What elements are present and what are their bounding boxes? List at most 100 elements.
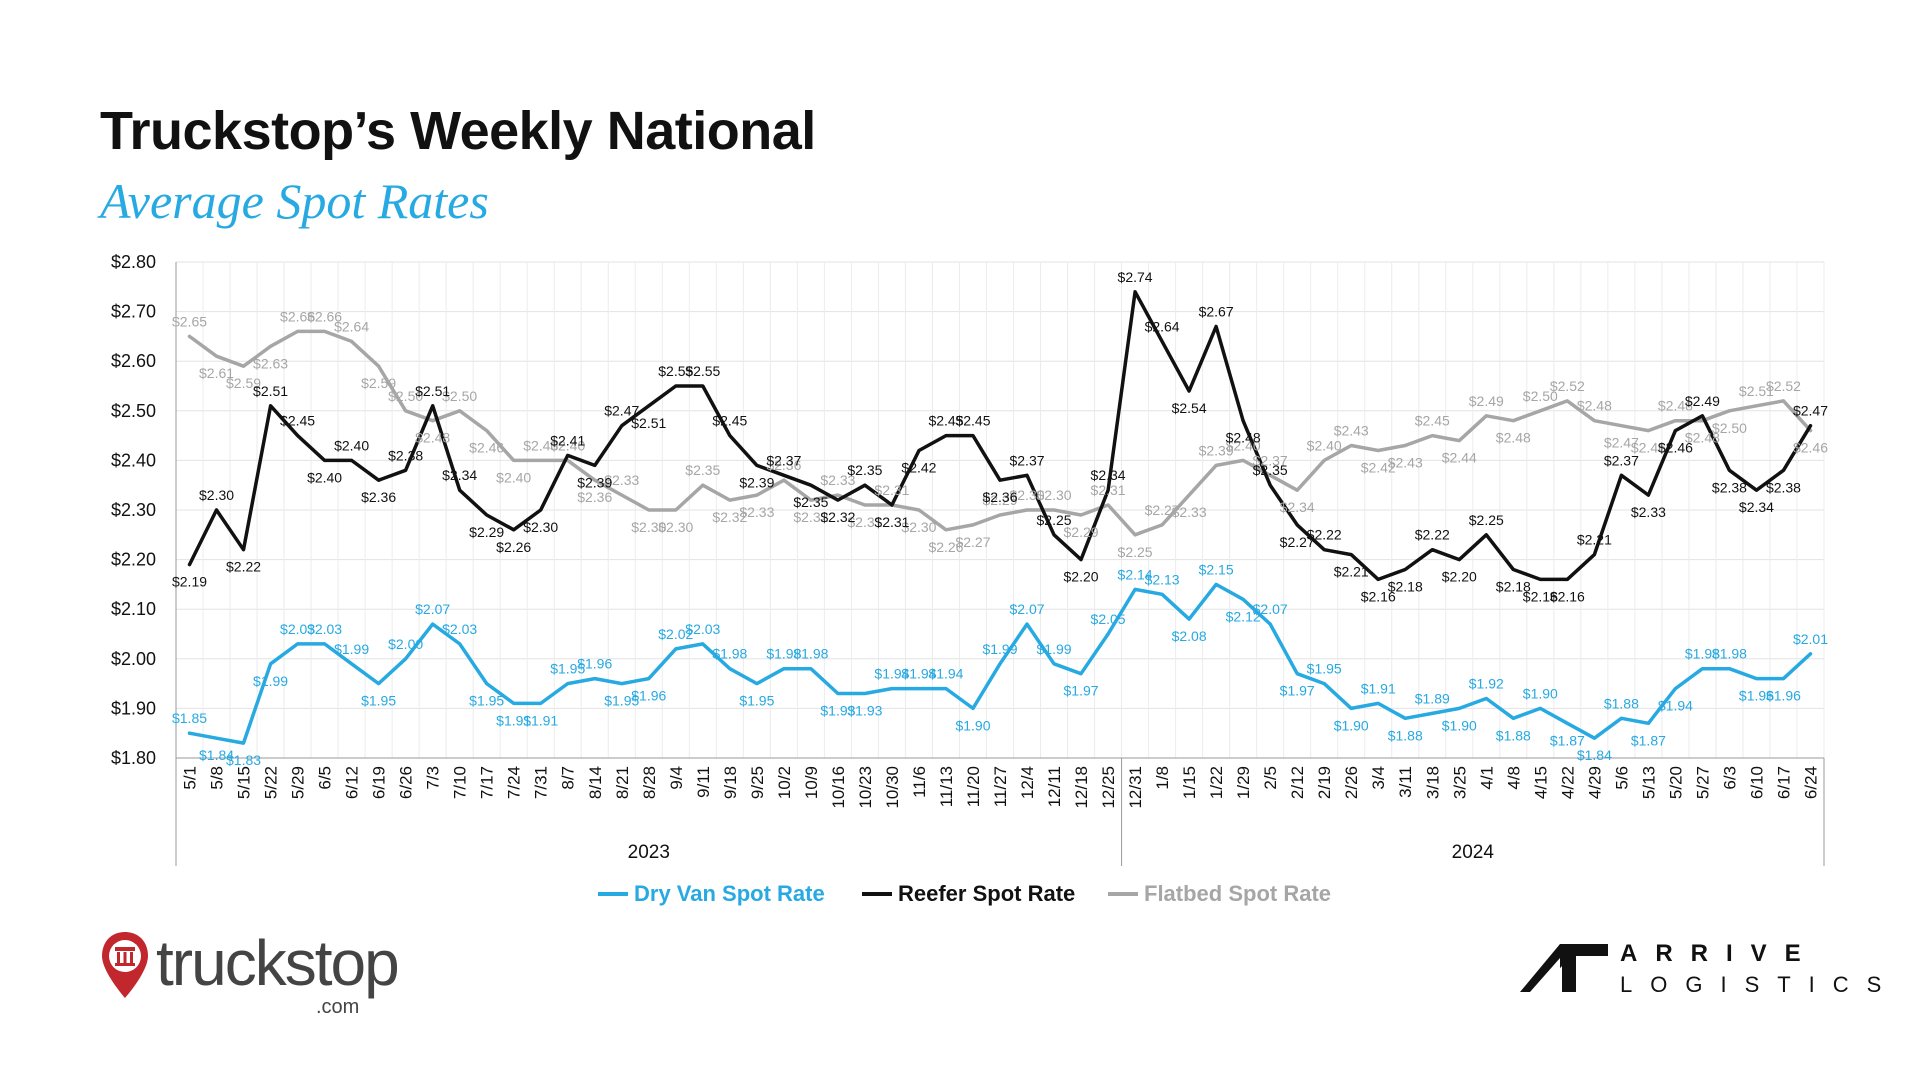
data-label: $1.94 — [928, 666, 963, 682]
x-tick-label: 3/18 — [1423, 766, 1442, 799]
data-label: $2.38 — [1766, 479, 1801, 495]
data-label: $2.59 — [361, 375, 396, 391]
data-label: $2.48 — [1577, 398, 1612, 414]
x-tick-label: 6/17 — [1774, 766, 1793, 799]
data-label: $1.97 — [1064, 683, 1099, 699]
data-label: $2.36 — [982, 489, 1017, 505]
data-label: $2.66 — [307, 308, 342, 324]
data-label: $2.51 — [253, 383, 288, 399]
x-tick-label: 6/24 — [1801, 766, 1820, 799]
data-label: $2.47 — [604, 403, 639, 419]
data-label: $2.30 — [631, 519, 666, 535]
data-label: $2.55 — [685, 363, 720, 379]
data-label: $2.35 — [847, 462, 882, 478]
data-label: $2.44 — [1442, 450, 1477, 466]
data-label: $1.98 — [793, 646, 828, 662]
x-tick-label: 4/22 — [1558, 766, 1577, 799]
data-label: $1.95 — [1307, 661, 1342, 677]
x-tick-label: 12/18 — [1072, 766, 1091, 809]
data-label: $2.50 — [1523, 388, 1558, 404]
arrive-logistics-logo: ARRIVE LOGISTICS — [1520, 940, 1881, 1010]
x-tick-label: 2/19 — [1315, 766, 1334, 799]
x-tick-label: 3/4 — [1369, 766, 1388, 790]
data-label: $2.50 — [388, 388, 423, 404]
data-label: $1.88 — [1388, 727, 1423, 743]
x-tick-label: 11/27 — [991, 766, 1010, 807]
x-tick-label: 5/13 — [1639, 766, 1658, 799]
x-tick-label: 12/31 — [1126, 766, 1145, 809]
data-label: $2.40 — [523, 437, 558, 453]
data-label: $1.89 — [1415, 690, 1450, 706]
data-label: $2.18 — [1496, 579, 1531, 595]
data-label: $1.94 — [901, 666, 936, 682]
x-tick-label: 1/15 — [1180, 766, 1199, 799]
x-tick-label: 10/16 — [829, 766, 848, 809]
data-label: $2.51 — [415, 383, 450, 399]
x-tick-label: 5/29 — [289, 766, 308, 799]
data-label: $1.95 — [550, 661, 585, 677]
x-tick-label: 10/2 — [775, 766, 794, 799]
data-label: $1.98 — [766, 646, 801, 662]
x-tick-label: 6/26 — [397, 766, 416, 799]
data-label: $2.03 — [442, 621, 477, 637]
x-tick-label: 5/1 — [181, 766, 200, 790]
chart-legend: Dry Van Spot Rate Reefer Spot Rate Flatb… — [0, 876, 1920, 912]
x-tick-label: 4/29 — [1585, 766, 1604, 799]
data-label: $2.15 — [1199, 561, 1234, 577]
data-label: $2.03 — [685, 621, 720, 637]
data-label: $2.32 — [712, 509, 747, 525]
y-tick-label: $2.20 — [111, 550, 156, 570]
y-tick-label: $1.90 — [111, 698, 156, 718]
data-label: $2.40 — [1307, 437, 1342, 453]
data-label: $2.35 — [793, 494, 828, 510]
data-label: $2.31 — [874, 514, 909, 530]
data-label: $1.91 — [523, 712, 558, 728]
x-tick-label: 7/3 — [424, 766, 443, 790]
data-label: $1.83 — [226, 752, 261, 768]
data-label: $1.90 — [1334, 717, 1369, 733]
data-label: $2.45 — [712, 413, 747, 429]
data-label: $1.96 — [1739, 688, 1774, 704]
x-tick-label: 9/11 — [694, 766, 713, 798]
data-label: $1.91 — [496, 712, 531, 728]
data-label: $2.61 — [199, 365, 234, 381]
data-label: $2.66 — [280, 308, 315, 324]
data-label: $2.30 — [1037, 487, 1072, 503]
data-label: $2.41 — [550, 432, 585, 448]
data-label: $2.35 — [685, 462, 720, 478]
data-label: $2.07 — [1009, 601, 1044, 617]
data-label: $2.26 — [496, 539, 531, 555]
data-label: $2.45 — [955, 413, 990, 429]
x-tick-label: 7/31 — [532, 766, 551, 799]
data-label: $1.94 — [1658, 698, 1693, 714]
data-label: $1.90 — [1442, 717, 1477, 733]
data-label: $2.27 — [1280, 534, 1315, 550]
x-tick-label: 12/4 — [1018, 766, 1037, 799]
data-label: $2.38 — [1712, 479, 1747, 495]
legend-reefer-swatch — [862, 892, 892, 896]
data-label: $2.16 — [1361, 588, 1396, 604]
x-tick-label: 6/12 — [343, 766, 362, 799]
data-label: $2.39 — [1199, 442, 1234, 458]
data-label: $2.63 — [253, 355, 288, 371]
data-label: $2.46 — [469, 440, 504, 456]
data-label: $2.49 — [1685, 393, 1720, 409]
legend-dry-van: Dry Van Spot Rate — [598, 876, 825, 912]
x-tick-label: 11/13 — [937, 766, 956, 807]
data-label: $2.43 — [1388, 455, 1423, 471]
data-label: $2.29 — [1064, 524, 1099, 540]
data-label: $2.42 — [901, 459, 936, 475]
data-label: $1.93 — [820, 703, 855, 719]
x-tick-label: 10/23 — [856, 766, 875, 809]
data-label: $2.25 — [1037, 512, 1072, 528]
data-label: $2.19 — [172, 574, 207, 590]
data-label: $2.20 — [1442, 569, 1477, 585]
data-label: $2.48 — [1496, 430, 1531, 446]
data-label: $1.88 — [1496, 727, 1531, 743]
data-label: $2.43 — [1334, 423, 1369, 439]
data-label: $1.85 — [172, 710, 207, 726]
y-tick-label: $2.50 — [111, 401, 156, 421]
data-label: $2.45 — [1415, 413, 1450, 429]
data-label: $2.22 — [226, 559, 261, 575]
data-label: $2.22 — [1307, 527, 1342, 543]
